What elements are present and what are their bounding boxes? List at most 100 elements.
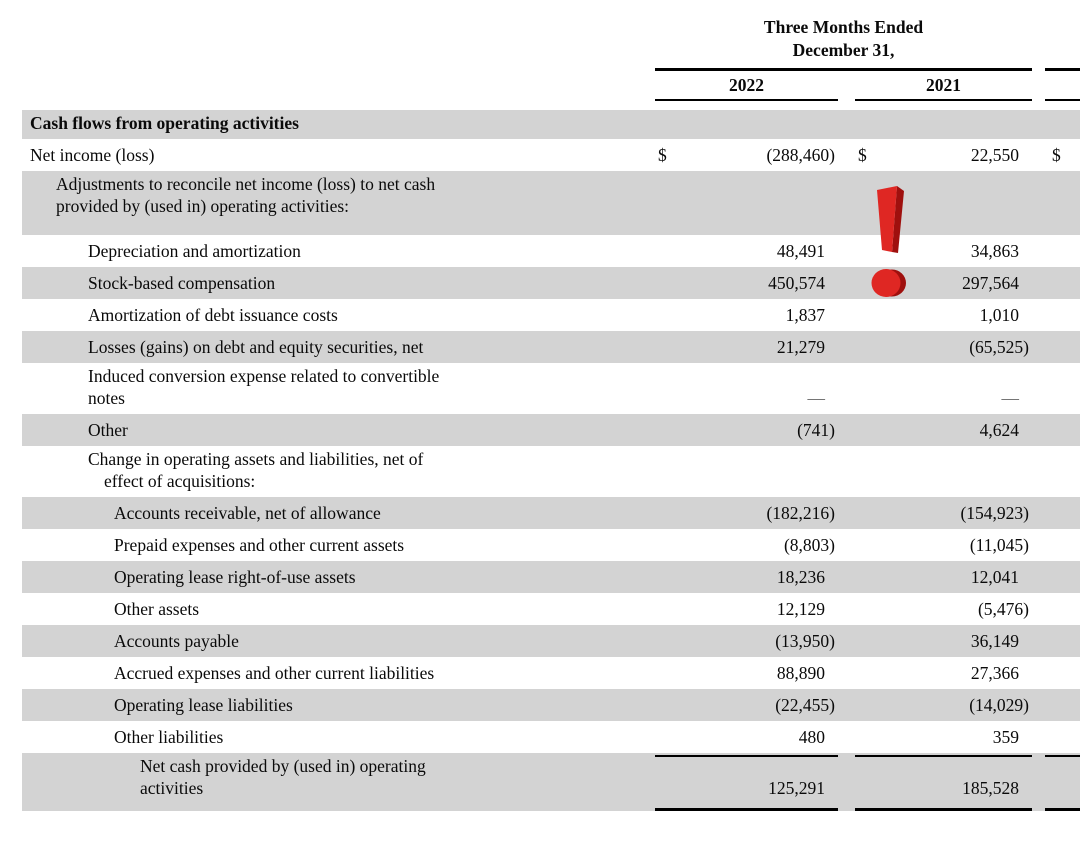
row-label-cell: Other liabilities bbox=[22, 726, 655, 748]
table-row: Depreciation and amortization 48,491 34,86… bbox=[22, 235, 1080, 267]
dollar-sign: $ bbox=[1052, 145, 1061, 165]
row-label-cell: Operating lease liabilities bbox=[22, 694, 655, 716]
dollar-sign: $ bbox=[658, 145, 667, 165]
value-cell-2022: 12,129 bbox=[655, 598, 838, 620]
table-row: Induced conversion expense related to co… bbox=[22, 363, 1080, 414]
row-label: Adjustments to reconcile net income (los… bbox=[56, 174, 436, 194]
cell-value: 297,564 bbox=[962, 273, 1019, 293]
value-cell-third-partial: $ bbox=[1045, 144, 1080, 166]
column-gap bbox=[838, 755, 855, 799]
table-row: Stock-based compensation 450,574 297,564 bbox=[22, 267, 1080, 299]
table-row: Adjustments to reconcile net income (los… bbox=[22, 171, 1080, 235]
table-row: Other liabilities 480 359 bbox=[22, 721, 1080, 753]
cell-value: (182,216) bbox=[766, 503, 835, 523]
value-cell-2021: (14,029) bbox=[855, 694, 1032, 716]
row-label: provided by (used in) operating activiti… bbox=[56, 196, 350, 216]
row-label-cell: Net income (loss) bbox=[22, 144, 655, 166]
value-cell-2021: $22,550 bbox=[855, 144, 1032, 166]
cell-value: (65,525) bbox=[969, 337, 1029, 357]
value-cell-2021: 297,564 bbox=[855, 272, 1032, 294]
value-cell-2021: (154,923) bbox=[855, 502, 1032, 524]
value-cell-third-partial bbox=[1045, 755, 1080, 799]
row-label-cell: Accounts payable bbox=[22, 630, 655, 652]
table-row: Accounts payable (13,950) 36,149 bbox=[22, 625, 1080, 657]
cell-value: (13,950) bbox=[775, 631, 835, 651]
row-label: Depreciation and amortization bbox=[88, 241, 301, 261]
third-column-period-underline-segment bbox=[1045, 68, 1080, 71]
value-cell-2022: 21,279 bbox=[655, 336, 838, 358]
row-label-cell: Stock-based compensation bbox=[22, 272, 655, 294]
value-cell-2022: (13,950) bbox=[655, 630, 838, 652]
table-row: Accrued expenses and other current liabi… bbox=[22, 657, 1080, 689]
period-title-line1: Three Months Ended bbox=[763, 17, 924, 37]
year-header-gap bbox=[838, 71, 855, 101]
cell-value: — bbox=[1001, 388, 1020, 408]
row-label: Losses (gains) on debt and equity securi… bbox=[88, 337, 424, 357]
cell-value: 480 bbox=[798, 727, 825, 747]
table-row: Net cash provided by (used in) operating… bbox=[22, 753, 1080, 804]
table-row: Other assets 12,129 (5,476) bbox=[22, 593, 1080, 625]
cell-value: 185,528 bbox=[962, 778, 1019, 798]
exclamation-bar-front bbox=[877, 186, 897, 252]
cell-value: (5,476) bbox=[977, 599, 1029, 619]
row-label: Stock-based compensation bbox=[88, 273, 276, 293]
row-label-cell: Change in operating assets and liabiliti… bbox=[22, 448, 655, 492]
year-headers: 2022 2021 bbox=[655, 71, 1032, 101]
value-cell-2022: — bbox=[655, 387, 838, 409]
exclamation-mark-icon bbox=[871, 186, 906, 297]
row-label: Net cash provided by (used in) operating bbox=[140, 756, 426, 776]
cell-value: 125,291 bbox=[768, 778, 825, 798]
row-label-cell: Accounts receivable, net of allowance bbox=[22, 502, 655, 524]
value-cell-2022: 18,236 bbox=[655, 566, 838, 588]
cell-value: 1,010 bbox=[979, 305, 1019, 325]
cell-value: — bbox=[807, 388, 826, 408]
cell-value: 27,366 bbox=[970, 663, 1019, 683]
period-title: Three Months Ended December 31, bbox=[655, 16, 1032, 62]
table-row: Change in operating assets and liabiliti… bbox=[22, 446, 1080, 497]
table-row: Losses (gains) on debt and equity securi… bbox=[22, 331, 1080, 363]
cell-value: (22,455) bbox=[775, 695, 835, 715]
table-row: Operating lease liabilities (22,455) (14,0… bbox=[22, 689, 1080, 721]
row-label-cell: Other bbox=[22, 419, 655, 441]
exclamation-dot-front bbox=[871, 269, 901, 297]
value-cell-2022: (741) bbox=[655, 419, 838, 441]
cell-value: 22,550 bbox=[970, 145, 1019, 165]
value-cell-2021: 4,624 bbox=[855, 419, 1032, 441]
row-label-cell: Amortization of debt issuance costs bbox=[22, 304, 655, 326]
value-cell-2021: 36,149 bbox=[855, 630, 1032, 652]
cell-value: 36,149 bbox=[970, 631, 1019, 651]
cell-value: 88,890 bbox=[776, 663, 825, 683]
row-label: Amortization of debt issuance costs bbox=[88, 305, 338, 325]
cell-value: (8,803) bbox=[783, 535, 835, 555]
cell-value: 450,574 bbox=[768, 273, 825, 293]
row-label: Cash flows from operating activities bbox=[30, 113, 299, 133]
cell-value: (11,045) bbox=[969, 535, 1029, 555]
row-label: notes bbox=[88, 388, 125, 408]
row-label-cell: Losses (gains) on debt and equity securi… bbox=[22, 336, 655, 358]
table-row: Prepaid expenses and other current asset… bbox=[22, 529, 1080, 561]
year-2021-header: 2021 bbox=[855, 71, 1032, 101]
cell-value: 12,041 bbox=[970, 567, 1019, 587]
value-cell-2021: 359 bbox=[855, 726, 1032, 748]
row-label-cell: Operating lease right-of-use assets bbox=[22, 566, 655, 588]
cell-value: 21,279 bbox=[776, 337, 825, 357]
header-label-spacer bbox=[22, 0, 655, 110]
cell-value: 34,863 bbox=[970, 241, 1019, 261]
row-label: Change in operating assets and liabiliti… bbox=[88, 449, 424, 469]
row-label: Operating lease liabilities bbox=[114, 695, 293, 715]
row-label: activities bbox=[140, 778, 204, 798]
row-label: Prepaid expenses and other current asset… bbox=[114, 535, 405, 555]
value-cell-2022: 48,491 bbox=[655, 240, 838, 262]
third-column-year-underline-segment bbox=[1045, 99, 1080, 101]
year-2022-header: 2022 bbox=[655, 71, 838, 101]
row-label-cell: Depreciation and amortization bbox=[22, 240, 655, 262]
cell-value: (154,923) bbox=[960, 503, 1029, 523]
value-cell-2022: (22,455) bbox=[655, 694, 838, 716]
row-label-cell: Other assets bbox=[22, 598, 655, 620]
financial-table-body: Cash flows from operating activities Net … bbox=[22, 110, 1080, 811]
period-underline bbox=[655, 68, 1032, 71]
table-row: Accounts receivable, net of allowance (18… bbox=[22, 497, 1080, 529]
value-cell-2021: 12,041 bbox=[855, 566, 1032, 588]
row-label-cell: Cash flows from operating activities bbox=[22, 112, 655, 134]
